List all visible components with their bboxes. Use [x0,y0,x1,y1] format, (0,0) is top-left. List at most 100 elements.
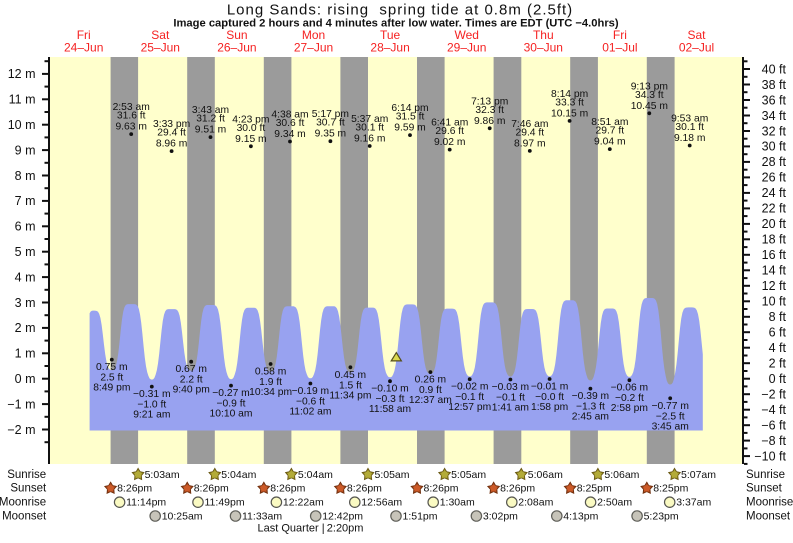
svg-text:Moonset: Moonset [746,510,791,522]
svg-text:Sat: Sat [151,28,170,42]
svg-text:8:51 am: 8:51 am [591,117,628,128]
svg-text:33.3 ft: 33.3 ft [555,97,584,108]
svg-text:22 ft: 22 ft [762,202,787,216]
svg-text:8:26pm: 8:26pm [424,483,459,495]
svg-text:28–Jun: 28–Jun [370,41,409,55]
svg-text:2:53 am: 2:53 am [113,102,150,113]
svg-text:−2 ft: −2 ft [761,388,786,402]
svg-text:5:07am: 5:07am [681,469,716,481]
svg-text:−6 ft: −6 ft [761,419,786,433]
svg-text:7 m: 7 m [15,194,36,208]
svg-text:18 ft: 18 ft [762,233,787,247]
svg-text:−0.2 ft: −0.2 ft [615,393,644,404]
svg-text:6 m: 6 m [15,220,36,234]
svg-text:3:45 am: 3:45 am [652,421,689,432]
svg-text:2:58 pm: 2:58 pm [611,403,648,414]
svg-text:31.2 ft: 31.2 ft [196,114,225,125]
svg-text:10:25am: 10:25am [162,510,203,522]
svg-text:−0.1 ft: −0.1 ft [455,392,484,403]
svg-text:6 ft: 6 ft [769,326,787,340]
svg-text:3 m: 3 m [15,296,36,310]
svg-text:8:14 pm: 8:14 pm [551,89,588,100]
svg-text:−0.0 ft: −0.0 ft [535,392,564,403]
svg-text:Image captured 2 hours and 4 m: Image captured 2 hours and 4 minutes aft… [173,18,619,30]
svg-text:9 m: 9 m [15,143,36,157]
svg-text:29.4 ft: 29.4 ft [157,128,186,139]
svg-text:3:33 pm: 3:33 pm [153,119,190,130]
svg-text:9.51 m: 9.51 m [195,125,226,136]
svg-text:−0.77 m: −0.77 m [651,401,689,412]
svg-text:2.5 ft: 2.5 ft [100,373,123,384]
svg-text:10.15 m: 10.15 m [551,108,588,119]
svg-text:0.67 m: 0.67 m [175,364,206,375]
svg-text:31.6 ft: 31.6 ft [117,111,146,122]
svg-text:8:49 pm: 8:49 pm [93,383,130,394]
svg-text:5:06am: 5:06am [604,469,639,481]
svg-text:10:10 am: 10:10 am [210,409,253,420]
svg-text:9.35 m: 9.35 m [315,129,346,140]
svg-text:4 ft: 4 ft [769,341,787,355]
svg-text:32 ft: 32 ft [762,124,787,138]
svg-text:34.3 ft: 34.3 ft [635,90,664,101]
svg-text:25–Jun: 25–Jun [141,41,180,55]
svg-text:−0.6 ft: −0.6 ft [296,397,325,408]
svg-text:6:41 am: 6:41 am [431,118,468,129]
svg-text:−2 m: −2 m [7,423,35,437]
svg-text:02–Jul: 02–Jul [679,41,714,55]
svg-text:Mon: Mon [302,28,325,42]
svg-text:8:26pm: 8:26pm [500,483,535,495]
svg-text:12:56am: 12:56am [361,497,402,509]
svg-text:Moonrise: Moonrise [0,497,46,509]
svg-text:14 ft: 14 ft [762,264,787,278]
svg-text:9.15 m: 9.15 m [235,134,266,145]
svg-text:9:13 pm: 9:13 pm [631,81,668,92]
svg-text:5:37 am: 5:37 am [351,114,388,125]
svg-text:−0.3 ft: −0.3 ft [376,394,405,405]
svg-text:11:58 am: 11:58 am [369,404,411,415]
svg-text:−0.06 m: −0.06 m [611,383,649,394]
svg-text:4:38 am: 4:38 am [271,110,308,121]
svg-text:−0.27 m: −0.27 m [212,388,250,399]
svg-text:5:05am: 5:05am [375,469,410,481]
svg-text:9:53 am: 9:53 am [671,114,708,125]
svg-text:0.58 m: 0.58 m [255,367,286,378]
svg-text:40 ft: 40 ft [762,62,787,76]
svg-text:30.6 ft: 30.6 ft [276,118,305,129]
svg-text:9:40 pm: 9:40 pm [173,385,210,396]
svg-text:Moonset: Moonset [2,510,47,522]
svg-text:8:25pm: 8:25pm [653,483,688,495]
svg-text:8:26pm: 8:26pm [117,483,152,495]
svg-text:0.75 m: 0.75 m [96,362,127,373]
svg-text:0 m: 0 m [15,372,36,386]
svg-text:30.7 ft: 30.7 ft [316,118,345,129]
svg-text:−1.3 ft: −1.3 ft [576,402,605,413]
svg-text:12:42pm: 12:42pm [322,510,363,522]
svg-text:6:14 pm: 6:14 pm [391,103,428,114]
svg-text:4:23 pm: 4:23 pm [232,114,269,125]
svg-text:−8 ft: −8 ft [761,434,786,448]
svg-text:Long Sands: rising spring tid: Long Sands: rising spring tide at 0.8m (… [227,2,573,19]
svg-text:5:05am: 5:05am [451,469,486,481]
svg-text:2:45 am: 2:45 am [572,412,609,423]
svg-text:0.45 m: 0.45 m [335,370,366,381]
svg-text:Sunset: Sunset [10,483,47,495]
svg-text:30.1 ft: 30.1 ft [355,123,384,134]
svg-text:0.9 ft: 0.9 ft [419,385,442,396]
svg-text:9.34 m: 9.34 m [274,129,305,140]
svg-text:5:23pm: 5:23pm [644,510,679,522]
svg-text:20 ft: 20 ft [762,217,787,231]
svg-text:32.3 ft: 32.3 ft [475,105,504,116]
svg-text:0 ft: 0 ft [769,372,787,386]
svg-text:2 ft: 2 ft [769,357,787,371]
svg-text:Fri: Fri [613,28,627,42]
svg-text:Sunset: Sunset [746,483,783,495]
svg-text:3:37am: 3:37am [676,497,711,509]
svg-text:1:51pm: 1:51pm [403,510,438,522]
svg-text:11:49pm: 11:49pm [205,497,245,509]
svg-text:24–Jun: 24–Jun [64,41,103,55]
svg-text:9.04 m: 9.04 m [594,137,625,148]
svg-text:01–Jul: 01–Jul [602,41,637,55]
svg-text:Thu: Thu [533,28,554,42]
svg-text:29–Jun: 29–Jun [447,41,486,55]
svg-text:−0.10 m: −0.10 m [371,384,409,395]
